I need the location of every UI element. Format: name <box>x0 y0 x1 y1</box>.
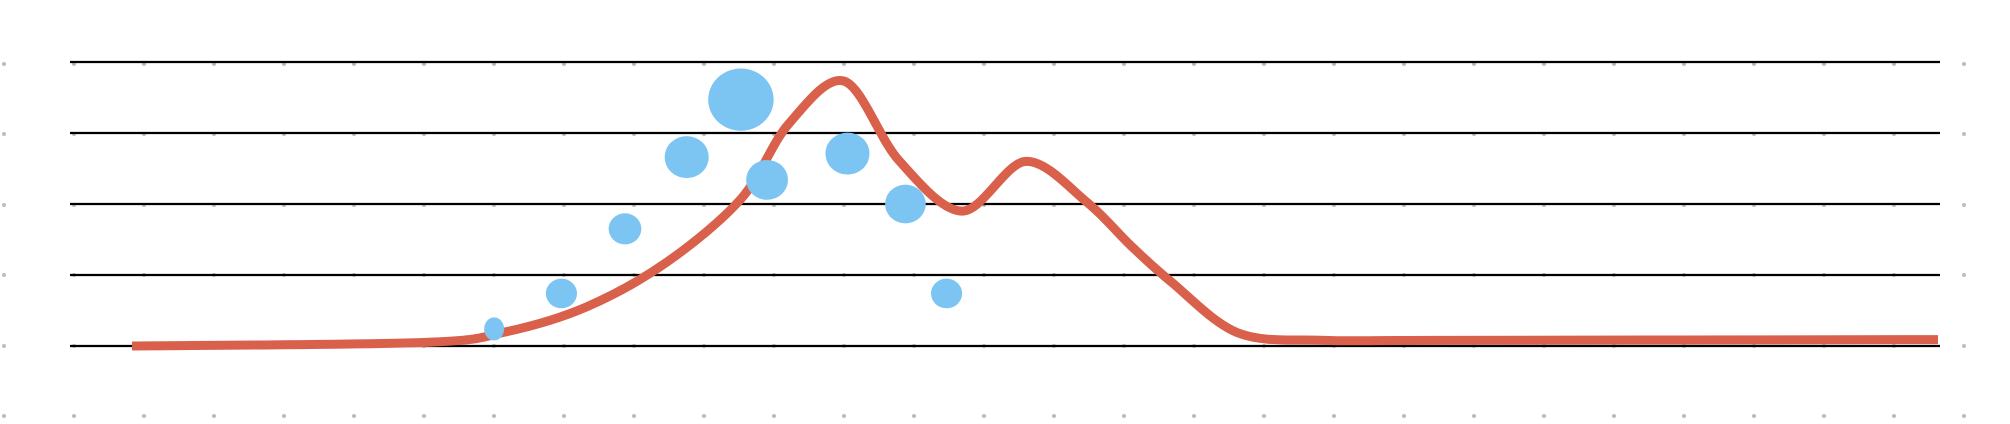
background-dot <box>282 414 286 418</box>
background-dot <box>1472 414 1476 418</box>
bubble-point-6 <box>746 159 789 200</box>
background-dot <box>2 62 6 66</box>
background-dot <box>2 273 6 277</box>
background-dot <box>1402 414 1406 418</box>
background-dot <box>1962 273 1966 277</box>
background-dot <box>1192 414 1196 418</box>
background-dot <box>142 414 146 418</box>
bubble-point-4 <box>664 136 709 179</box>
background-dot <box>1542 414 1546 418</box>
background-dot <box>1962 344 1966 348</box>
background-dot <box>562 414 566 418</box>
background-dot <box>632 414 636 418</box>
background-dot <box>1822 414 1826 418</box>
background-dot <box>212 414 216 418</box>
background-dot <box>352 414 356 418</box>
background-dot <box>2 344 6 348</box>
background-dot <box>982 414 986 418</box>
background-dot <box>842 414 846 418</box>
background-dot <box>1962 62 1966 66</box>
background-dot <box>1332 414 1336 418</box>
bubble-point-2 <box>545 278 578 309</box>
background-dot <box>72 414 76 418</box>
horizontal-gridlines <box>70 60 1940 348</box>
background-dot <box>1962 414 1966 418</box>
background-dot <box>492 414 496 418</box>
background-dot <box>1052 414 1056 418</box>
background-dot <box>1682 414 1686 418</box>
background-dot <box>772 414 776 418</box>
dot-grid-background <box>2 62 1966 418</box>
background-dot <box>1752 414 1756 418</box>
bubble-point-7 <box>825 132 870 175</box>
series-line-group <box>131 76 1939 351</box>
bubble-point-3 <box>608 213 642 245</box>
background-dot <box>702 414 706 418</box>
background-dot <box>912 414 916 418</box>
background-dot <box>2 132 6 136</box>
series-line <box>131 76 1939 351</box>
background-dot <box>1122 414 1126 418</box>
background-dot <box>1962 203 1966 207</box>
background-dot <box>1892 414 1896 418</box>
bubble-series-group <box>484 68 963 341</box>
background-dot <box>1262 414 1266 418</box>
background-dot <box>1962 132 1966 136</box>
background-dot <box>1612 414 1616 418</box>
background-dot <box>2 414 6 418</box>
bubble-point-1 <box>484 317 505 341</box>
bubble-point-9 <box>930 278 963 309</box>
bubble-point-8 <box>885 184 926 224</box>
background-dot <box>2 203 6 207</box>
background-dot <box>422 414 426 418</box>
bubble-point-5 <box>708 68 774 131</box>
